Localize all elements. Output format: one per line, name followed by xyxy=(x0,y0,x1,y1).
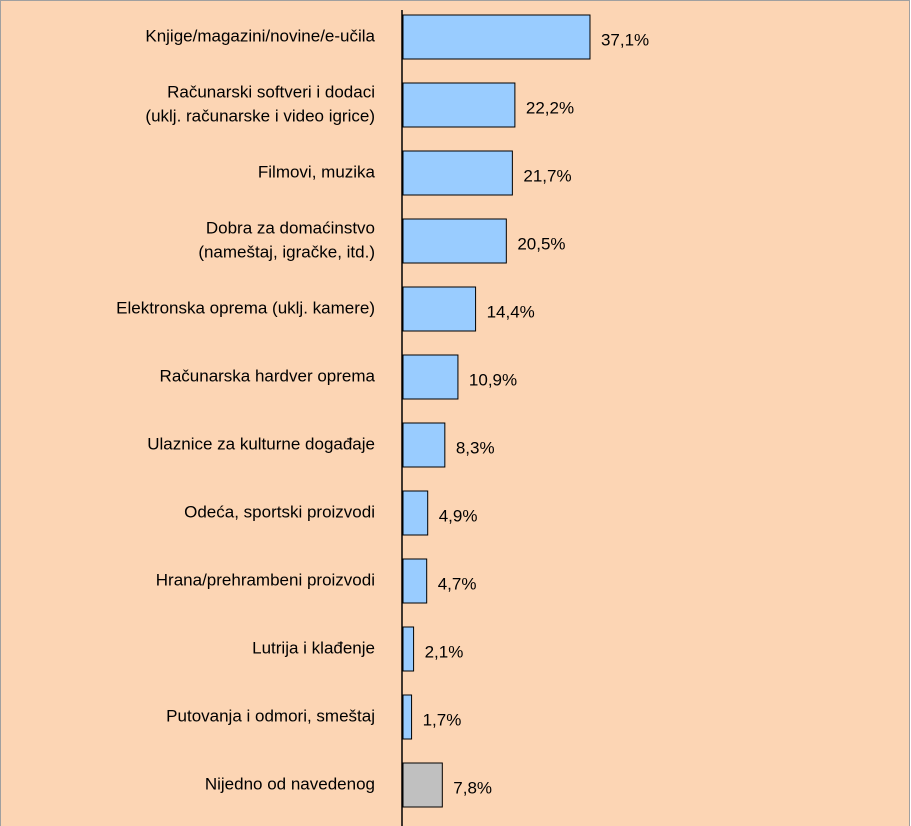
value-label: 4,9% xyxy=(439,506,478,525)
bar xyxy=(402,286,477,332)
category-label: Nijedno od navedenog xyxy=(205,774,375,793)
bar xyxy=(402,626,415,672)
bar xyxy=(402,150,513,196)
category-label: Računarski softveri i dodaci xyxy=(167,82,375,101)
category-label: Hrana/prehrambeni proizvodi xyxy=(156,570,375,589)
value-label: 2,1% xyxy=(425,642,464,661)
value-label: 37,1% xyxy=(601,30,649,49)
bar xyxy=(402,762,443,808)
value-label: 7,8% xyxy=(453,778,492,797)
category-label: Računarska hardver oprema xyxy=(160,366,376,385)
category-label: Dobra za domaćinstvo xyxy=(206,218,375,237)
category-label: Putovanja i odmori, smeštaj xyxy=(166,706,375,725)
value-label: 1,7% xyxy=(423,710,462,729)
value-label: 4,7% xyxy=(438,574,477,593)
bar xyxy=(402,218,507,264)
value-label: 10,9% xyxy=(469,370,517,389)
category-label: Filmovi, muzika xyxy=(258,162,376,181)
value-label: 22,2% xyxy=(526,98,574,117)
value-label: 21,7% xyxy=(523,166,571,185)
bar xyxy=(402,558,428,604)
value-label: 8,3% xyxy=(456,438,495,457)
category-label: Ulaznice za kulturne događaje xyxy=(147,434,375,453)
bar xyxy=(402,422,446,468)
category-label: Lutrija i klađenje xyxy=(252,638,375,657)
value-label: 14,4% xyxy=(487,302,535,321)
category-label: (uklj. računarske i video igrice) xyxy=(145,106,375,125)
bar xyxy=(402,490,429,536)
category-label: (nameštaj, igračke, itd.) xyxy=(198,242,375,261)
bar xyxy=(402,694,413,740)
bar xyxy=(402,14,591,60)
category-label: Elektronska oprema (uklj. kamere) xyxy=(116,298,375,317)
category-label: Odeća, sportski proizvodi xyxy=(184,502,375,521)
bar xyxy=(402,82,516,128)
bar xyxy=(402,354,459,400)
value-label: 20,5% xyxy=(517,234,565,253)
category-label: Knjige/magazini/novine/e-učila xyxy=(145,26,375,45)
